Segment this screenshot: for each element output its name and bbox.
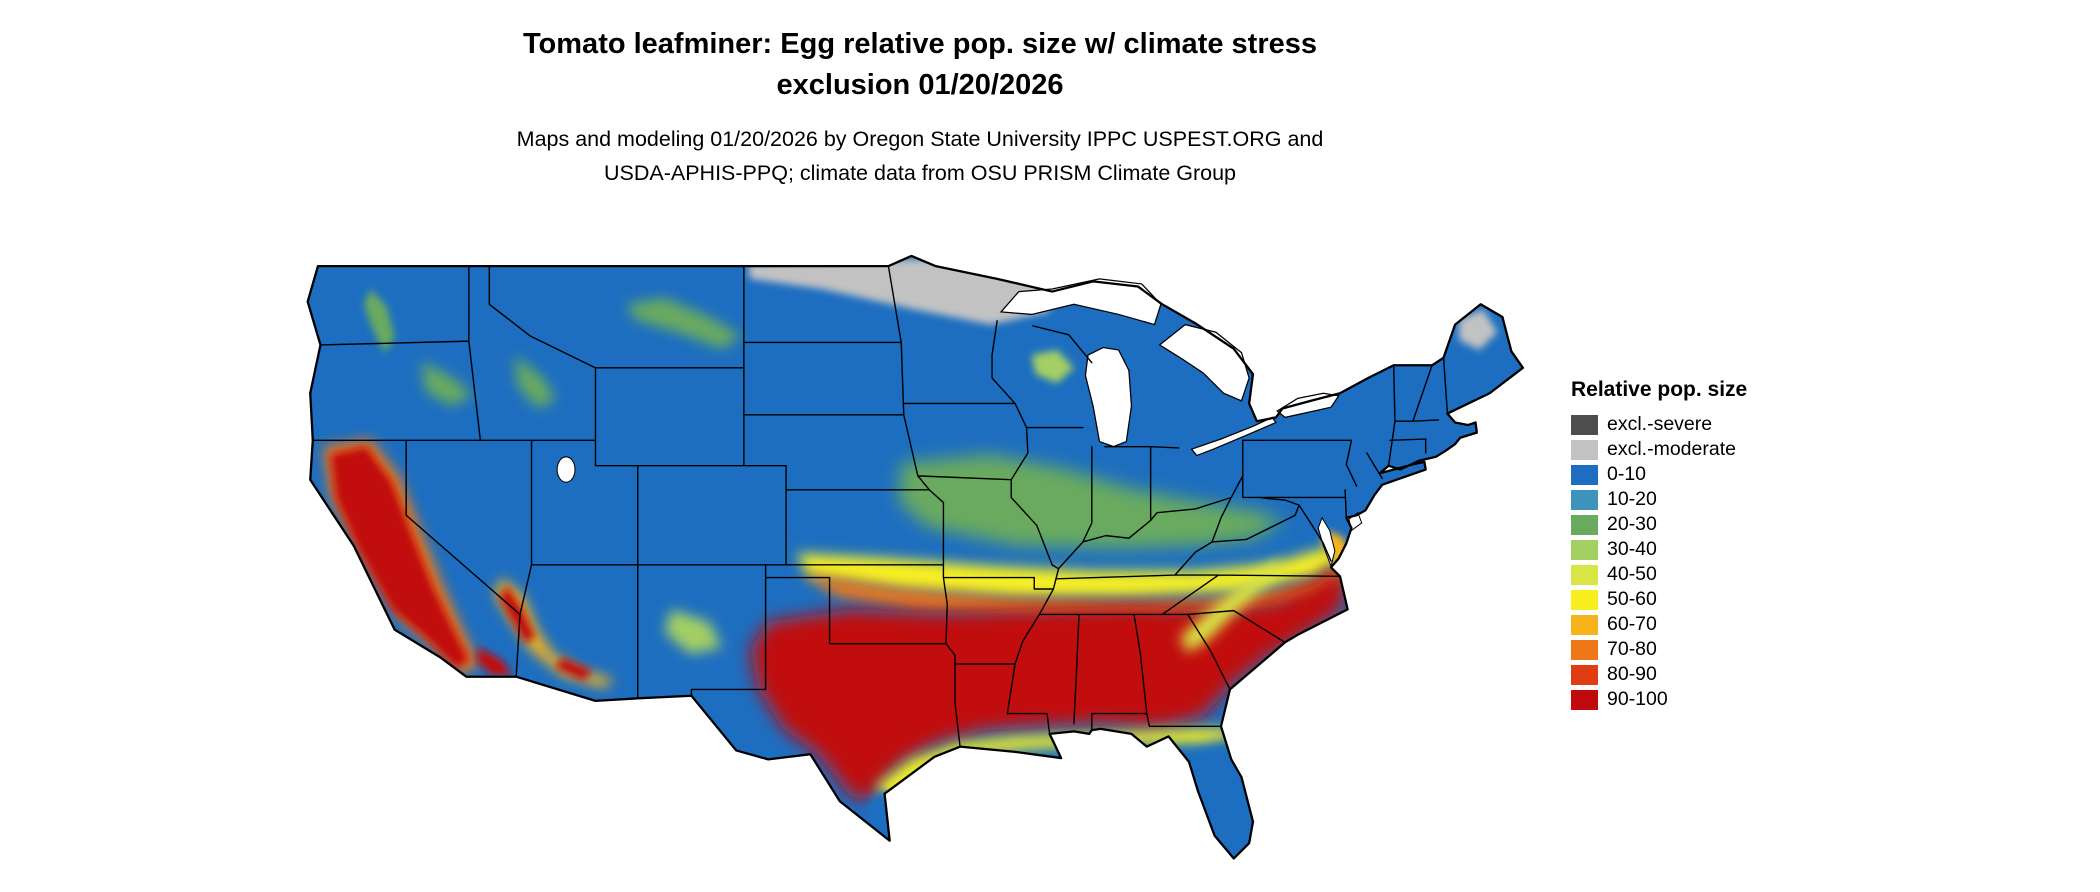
legend-item-label: excl.-severe bbox=[1607, 413, 1713, 435]
raster-green-oregon bbox=[421, 361, 473, 406]
raster-arizona-red-west bbox=[499, 586, 536, 643]
lake-michigan bbox=[1084, 346, 1133, 448]
raster-green-montana bbox=[626, 297, 742, 349]
legend-swatch bbox=[1571, 439, 1598, 460]
page-title-line1: Tomato leafminer: Egg relative pop. size… bbox=[523, 28, 1317, 60]
legend-item-label: excl.-moderate bbox=[1607, 438, 1736, 460]
legend-item: 20-30 bbox=[1571, 512, 1747, 537]
legend-swatch bbox=[1571, 539, 1598, 560]
page-title-line2: exclusion 01/20/2026 bbox=[776, 69, 1064, 101]
state-borders-southeast bbox=[1006, 439, 1346, 735]
us-map-container bbox=[300, 228, 1528, 889]
legend-item-label: 10-20 bbox=[1607, 488, 1657, 510]
state-borders bbox=[312, 265, 1449, 748]
legend-title: Relative pop. size bbox=[1571, 378, 1748, 401]
legend-item-label: 70-80 bbox=[1607, 638, 1657, 660]
legend-item-label: 90-100 bbox=[1607, 688, 1668, 710]
raster-california-red bbox=[330, 446, 469, 668]
legend-item: 50-60 bbox=[1571, 587, 1747, 612]
lake-ontario bbox=[1276, 392, 1340, 419]
page-title: Tomato leafminer: Egg relative pop. size… bbox=[0, 24, 1840, 106]
us-map bbox=[306, 254, 1525, 860]
raster-green-cascades bbox=[363, 289, 395, 353]
legend-item: excl.-severe bbox=[1571, 412, 1747, 437]
page-subtitle-line2: USDA-APHIS-PPQ; climate data from OSU PR… bbox=[603, 161, 1237, 185]
page-subtitle-line1: Maps and modeling 01/20/2026 by Oregon S… bbox=[516, 127, 1324, 151]
state-borders-plains bbox=[690, 265, 1035, 748]
legend-item-label: 60-70 bbox=[1607, 613, 1657, 635]
raster-layer bbox=[307, 255, 1523, 859]
state-borders-west bbox=[312, 265, 945, 700]
legend-item: 70-80 bbox=[1571, 637, 1747, 662]
legend-swatch bbox=[1571, 639, 1598, 660]
legend-item-label: 0-10 bbox=[1607, 463, 1647, 485]
legend-item-label: 40-50 bbox=[1607, 563, 1657, 585]
raster-imperial-red bbox=[476, 647, 513, 676]
legend-item: excl.-moderate bbox=[1571, 437, 1747, 462]
state-borders-midwest bbox=[991, 320, 1180, 715]
legend-item-label: 80-90 bbox=[1607, 663, 1657, 685]
legend-item: 0-10 bbox=[1571, 462, 1747, 487]
legend-item: 10-20 bbox=[1571, 487, 1747, 512]
legend-item-label: 50-60 bbox=[1607, 588, 1657, 610]
legend-item: 90-100 bbox=[1571, 687, 1747, 712]
legend-swatch bbox=[1571, 414, 1598, 435]
raster-green-newmexico bbox=[664, 609, 723, 654]
raster-wedge-appalachia bbox=[1180, 561, 1285, 653]
legend-item-label: 30-40 bbox=[1607, 538, 1657, 560]
great-salt-lake bbox=[556, 456, 576, 483]
raster-green-idaho bbox=[514, 355, 556, 409]
raster-florida-blue bbox=[1192, 754, 1255, 859]
raster-exclusion-maine bbox=[1458, 309, 1498, 351]
legend-swatch bbox=[1571, 589, 1598, 610]
legend-swatch bbox=[1571, 664, 1598, 685]
legend-swatch bbox=[1571, 489, 1598, 510]
legend-item: 30-40 bbox=[1571, 537, 1747, 562]
legend-swatch bbox=[1571, 564, 1598, 585]
legend-swatch bbox=[1571, 689, 1598, 710]
national-border bbox=[306, 254, 1525, 860]
page-subtitle: Maps and modeling 01/20/2026 by Oregon S… bbox=[0, 122, 1840, 190]
legend-swatch bbox=[1571, 514, 1598, 535]
raster-green-wisconsin bbox=[1031, 350, 1074, 384]
legend-item: 40-50 bbox=[1571, 562, 1747, 587]
raster-band-orange bbox=[801, 563, 1352, 616]
lake-erie bbox=[1190, 416, 1278, 457]
legend-swatch bbox=[1571, 614, 1598, 635]
raster-arizona-amber bbox=[494, 577, 614, 689]
legend: Relative pop. size excl.-severe excl.-mo… bbox=[1571, 378, 1747, 712]
state-borders-northeast bbox=[1242, 356, 1449, 519]
legend-item-label: 20-30 bbox=[1607, 513, 1657, 535]
legend-item: 80-90 bbox=[1571, 662, 1747, 687]
raster-arizona-red-south bbox=[555, 657, 592, 681]
raster-base-low bbox=[307, 255, 1523, 859]
legend-item: 60-70 bbox=[1571, 612, 1747, 637]
legend-swatch bbox=[1571, 464, 1598, 485]
